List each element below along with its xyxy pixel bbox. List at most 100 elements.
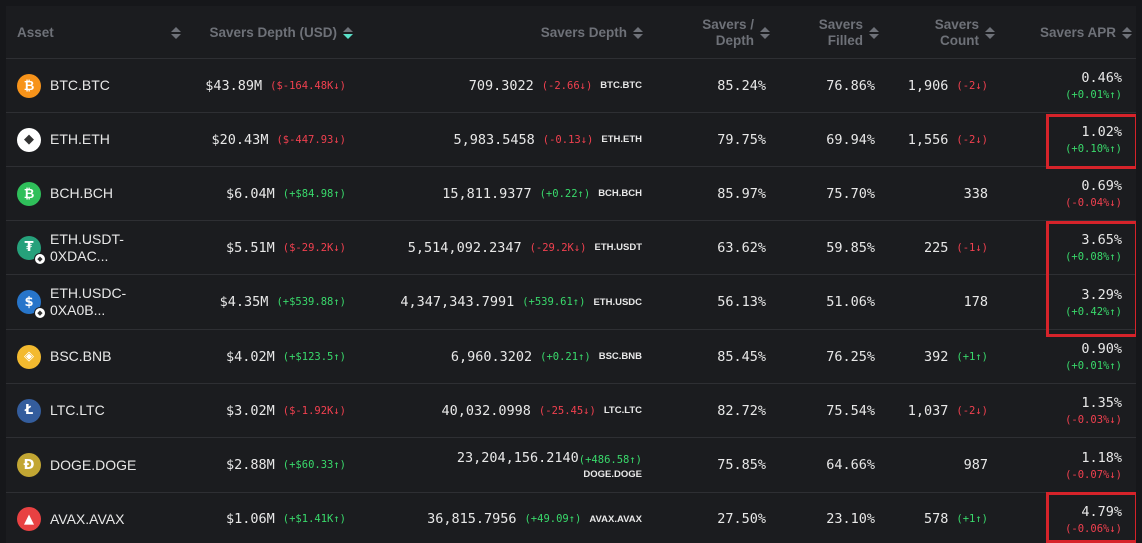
apr-stack: 0.69% (-0.04%↓) [1065,178,1122,209]
asset-name: DOGE.DOGE [50,456,137,473]
header-line: Count [940,32,979,48]
depth-usd-value: $5.51M [226,239,275,256]
depth-unit: ETH.USDT [594,242,643,253]
apr-value: 0.46% [1081,70,1122,86]
asset-cell: ₮ ◆ ETH.USDT-0XDAC... [17,221,192,274]
sort-icon[interactable] [868,26,880,40]
header-count-label: Savers Count [935,17,979,49]
savers-depth-pct-value: 75.85% [717,457,766,473]
apr-stack: 1.18% (-0.07%↓) [1065,450,1122,481]
apr-change: (+0.42%↑) [1065,305,1122,318]
table-row[interactable]: ₮ ◆ ETH.USDT-0XDAC... $5.51M ($-29.2K↓) 5,… [6,221,1136,275]
header-count[interactable]: Savers Count [906,6,996,59]
table-row[interactable]: Ł LTC.LTC $3.02M ($-1.92K↓) 40,032.0998 (-… [6,384,1136,438]
apr-stack: 1.35% (-0.03%↓) [1065,395,1122,426]
header-depth-label: Savers Depth [540,24,627,40]
sort-icon[interactable] [759,26,771,40]
change-value: (+$123.5↑) [282,350,346,363]
header-line: Savers [934,16,979,32]
sort-icon[interactable] [984,26,996,40]
sort-icon[interactable] [170,26,182,40]
header-apr[interactable]: Savers APR [1021,6,1133,59]
apr-value: 0.90% [1081,341,1122,357]
apr-cell: 0.69% (-0.04%↓) [1006,167,1122,220]
table-row[interactable]: ₿ BTC.BTC $43.89M ($-164.48K↓) 709.3022 (-… [6,59,1136,113]
change-value: (+$539.88↑) [276,296,346,308]
apr-cell: 1.18% (-0.07%↓) [1006,438,1122,492]
apr-change: (+0.01%↑) [1065,360,1122,372]
change-value: (+486.58↑) [578,453,642,466]
depth-unit: DOGE.DOGE [583,469,642,480]
filled-value: 23.10% [826,511,875,527]
table-row[interactable]: ◆ ETH.ETH $20.43M ($-447.93↓) 5,983.5458 (… [6,113,1136,167]
savers-depth-pct-cell: 85.45% [666,330,766,383]
asset-name: BCH.BCH [50,185,114,201]
header-filled-label: Savers Filled [819,17,863,49]
apr-value: 4.79% [1081,503,1122,520]
asset-cell: ₿ BTC.BTC [17,59,192,112]
table-row[interactable]: ▲ AVAX.AVAX $1.06M (+$1.41K↑) 36,815.7956… [6,493,1136,543]
asset-name: LTC.LTC [50,402,105,418]
filled-value: 59.85% [826,239,875,256]
change-value: (+$60.33↑) [282,459,346,471]
change-value: (+$1.41K↑) [282,513,346,525]
asset-name: ETH.ETH [50,131,110,147]
depth-usd-value: $3.02M [226,402,275,419]
header-line: Savers / [702,16,754,32]
table-row[interactable]: $ ◆ ETH.USDC-0XA0B... $4.35M (+$539.88↑) 4… [6,275,1136,330]
depth-unit: AVAX.AVAX [589,513,642,525]
savers-depth-pct-value: 82.72% [717,402,766,419]
header-asset[interactable]: Asset [17,6,182,59]
asset-cell: ▲ AVAX.AVAX [17,493,192,543]
depth-unit: LTC.LTC [603,405,642,416]
depth-cell: 4,347,343.7991 (+539.61↑) ETH.USDC [346,275,642,329]
depth-unit: BSC.BNB [598,351,642,362]
count-value: 1,906 [907,77,949,94]
change-value: (-2↓) [956,133,988,146]
savers-depth-pct-value: 56.13% [717,294,766,310]
avalanche-icon: ▲ [17,507,41,531]
header-depth-usd[interactable]: Savers Depth (USD) [196,6,354,59]
header-depth[interactable]: Savers Depth [486,6,644,59]
header-filled[interactable]: Savers Filled [796,6,880,59]
sort-icon[interactable] [1121,26,1133,40]
header-savers-depth-pct[interactable]: Savers / Depth [686,6,771,59]
sort-icon[interactable] [632,26,644,40]
depth-cell: 15,811.9377 (+0.22↑) BCH.BCH [346,167,642,220]
depth-usd-cell: $6.04M (+$84.98↑) [186,167,346,220]
change-value: (+1↑) [956,513,988,525]
count-value: 392 [924,348,949,365]
apr-value: 1.18% [1081,449,1122,466]
apr-cell: 1.35% (-0.03%↓) [1006,384,1122,437]
depth-value: 23,204,156.2140 [456,450,579,466]
depth-unit: BTC.BTC [600,80,642,91]
highlight-box [1046,492,1136,543]
count-cell: 987 [886,438,988,492]
litecoin-icon: Ł [17,398,41,423]
count-value: 987 [963,457,988,473]
table-header: Asset Savers Depth (USD) Savers Depth Sa… [6,6,1136,59]
ethereum-icon: ◆ [17,127,41,152]
depth-cell: 709.3022 (-2.66↓) BTC.BTC [346,59,642,112]
count-cell: 1,037 (-2↓) [886,384,988,437]
count-value: 1,556 [907,131,949,148]
apr-cell: 1.02% (+0.10%↑) [1006,113,1122,166]
apr-stack: 1.02% (+0.10%↑) [1065,124,1122,155]
table-row[interactable]: ◈ BSC.BNB $4.02M (+$123.5↑) 6,960.3202 (+0… [6,330,1136,384]
apr-change: (-0.03%↓) [1065,414,1122,426]
table-row[interactable]: ₿ BCH.BCH $6.04M (+$84.98↑) 15,811.9377 (+… [6,167,1136,221]
depth-value: 709.3022 [468,77,534,94]
count-cell: 178 [886,275,988,329]
asset-cell: Ł LTC.LTC [17,384,192,437]
ethereum-icon: ◆ [34,252,46,265]
change-value: (-1↓) [956,241,988,254]
apr-stack: 0.46% (+0.01%↑) [1065,70,1122,101]
depth-usd-cell: $4.02M (+$123.5↑) [186,330,346,383]
asset-cell: ◆ ETH.ETH [17,113,192,166]
change-value: (+0.22↑) [539,187,591,200]
sort-active-icon[interactable] [342,26,354,40]
apr-cell: 3.65% (+0.08%↑) [1006,221,1122,274]
apr-change: (+0.08%↑) [1065,251,1122,263]
table-row[interactable]: Ð DOGE.DOGE $2.88M (+$60.33↑) 23,204,156.… [6,438,1136,493]
change-value: (+0.21↑) [540,350,591,363]
